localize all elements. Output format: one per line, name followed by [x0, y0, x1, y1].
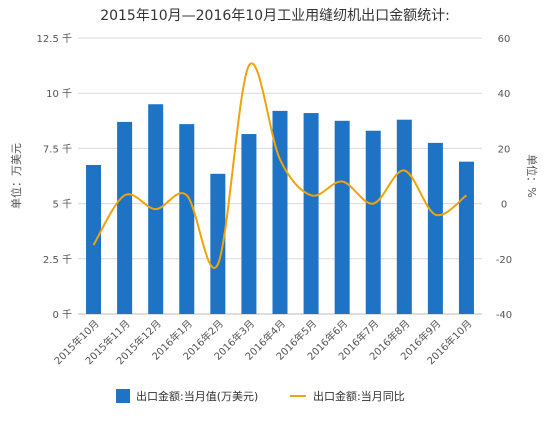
legend-line-label: 出口金额:当月同比 — [313, 389, 405, 403]
legend: 出口金额:当月值(万美元) 出口金额:当月同比 — [116, 389, 405, 403]
bar — [303, 113, 319, 315]
right-tick-label: 0 — [501, 200, 507, 211]
left-tick-label: 12.5 千 — [37, 33, 72, 45]
bar — [86, 164, 102, 314]
bar — [365, 130, 381, 314]
bar — [179, 124, 195, 314]
line-path — [92, 62, 468, 269]
line-series — [92, 62, 468, 269]
bar — [210, 173, 226, 314]
legend-bar-label: 出口金额:当月值(万美元) — [136, 389, 258, 403]
bar — [272, 110, 288, 314]
bar — [427, 142, 443, 314]
legend-bar-swatch — [116, 389, 130, 403]
right-tick-label: -20 — [496, 255, 512, 266]
right-tick-label: 40 — [498, 89, 511, 100]
bar — [117, 121, 133, 315]
bar — [458, 161, 474, 314]
left-tick-label: 0 千 — [52, 309, 72, 321]
right-tick-label: 60 — [498, 34, 511, 45]
left-tick-label: 2.5 千 — [43, 254, 72, 266]
bar — [396, 119, 412, 314]
left-tick-label: 10 千 — [46, 88, 72, 100]
x-axis: 2015年10月2015年11月2015年12月2016年1月2016年2月20… — [51, 317, 474, 367]
right-tick-label: -40 — [496, 310, 512, 321]
right-axis: -40 -20 0 20 40 60 — [496, 34, 512, 321]
bar-series — [86, 104, 474, 315]
bar — [334, 120, 350, 314]
chart-title: 2015年10月—2016年10月工业用缝纫机出口金额统计: — [100, 8, 450, 24]
left-axis-title: 单位：万美元 — [9, 143, 23, 209]
left-tick-label: 5 千 — [52, 199, 72, 211]
left-axis: 0 千 2.5 千 5 千 7.5 千 10 千 12.5 千 — [37, 33, 72, 321]
right-tick-label: 20 — [498, 144, 511, 155]
right-axis-title: 单位：% — [525, 154, 539, 197]
left-tick-label: 7.5 千 — [43, 143, 72, 155]
bar — [241, 134, 257, 314]
